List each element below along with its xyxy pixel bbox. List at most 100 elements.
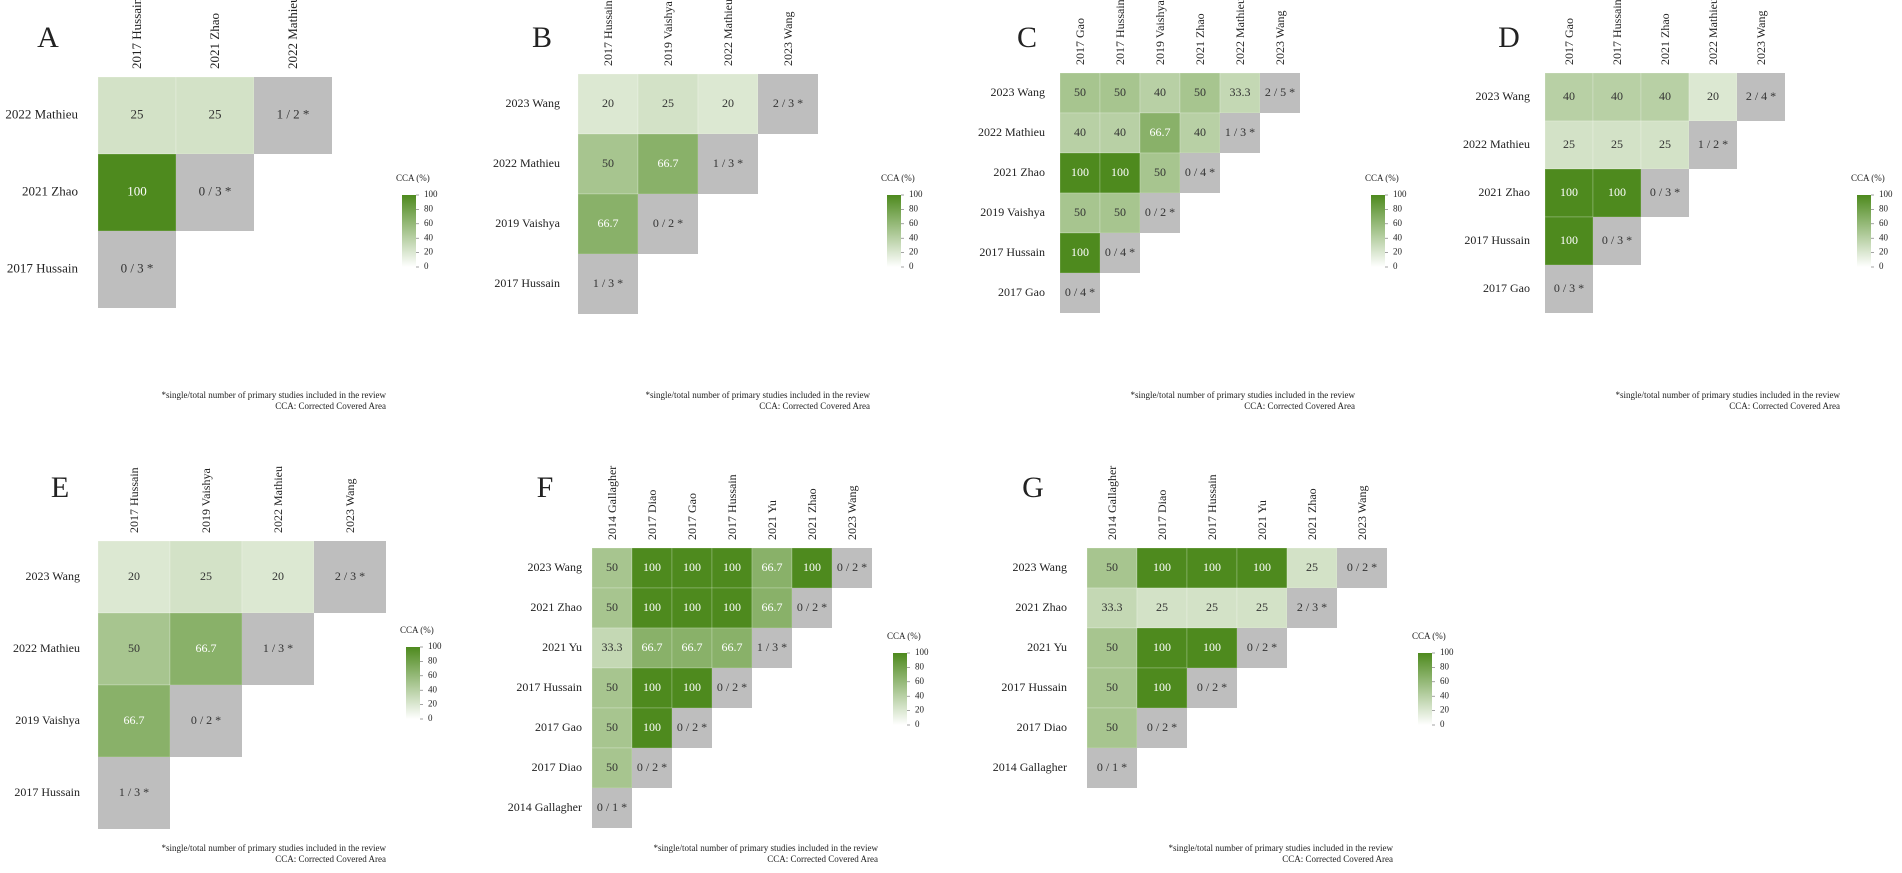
column-label: 2021 Zhao bbox=[1305, 488, 1319, 540]
heatmap-cell bbox=[711, 547, 753, 589]
panel-c: C 2017 Gao 2017 Hussain 2019 Vaishya 2021 Zh… bbox=[978, 0, 1407, 411]
diagonal-cell bbox=[792, 588, 832, 628]
diagonal-value: 0 / 2 * bbox=[637, 760, 667, 774]
diagonal-cell bbox=[1100, 233, 1140, 273]
legend-tick-label: 40 bbox=[1879, 232, 1889, 242]
column-label: 2019 Vaishya bbox=[199, 468, 213, 533]
legend-tick-label: 80 bbox=[428, 655, 438, 665]
panel-letter: D bbox=[1498, 21, 1520, 54]
diagonal-value: 0 / 2 * bbox=[1197, 680, 1227, 694]
cell-value: 66.7 bbox=[762, 560, 783, 574]
heatmap-cell bbox=[1086, 627, 1138, 669]
diagonal-cell bbox=[1545, 265, 1593, 313]
diagonal-value: 0 / 2 * bbox=[837, 560, 867, 574]
cell-value: 50 bbox=[1074, 85, 1086, 99]
cell-value: 66.7 bbox=[1150, 125, 1171, 139]
column-label: 2022 Mathieu bbox=[271, 466, 285, 533]
diagonal-value: 0 / 2 * bbox=[1347, 560, 1377, 574]
legend-colorbar bbox=[1371, 195, 1385, 267]
cell-value: 66.7 bbox=[722, 640, 743, 654]
cell-value: 100 bbox=[643, 600, 661, 614]
heatmap-cell bbox=[1059, 192, 1101, 234]
column-label: 2021 Yu bbox=[765, 500, 779, 540]
legend-tick-label: 0 bbox=[1440, 719, 1445, 729]
footnote-cca: CCA: Corrected Covered Area bbox=[1729, 401, 1840, 411]
diagonal-cell bbox=[712, 668, 752, 708]
heatmap-cell bbox=[577, 193, 639, 255]
cell-value: 100 bbox=[1071, 245, 1089, 259]
heatmap-cell bbox=[751, 587, 793, 629]
heatmap-cell bbox=[97, 684, 171, 758]
diagonal-value: 1 / 3 * bbox=[1225, 125, 1255, 139]
row-label: 2017 Diao bbox=[532, 760, 582, 774]
row-label: 2017 Hussain bbox=[494, 276, 560, 290]
diagonal-value: 0 / 1 * bbox=[597, 800, 627, 814]
legend-tick-label: 20 bbox=[915, 705, 925, 715]
heatmap-cell bbox=[1186, 627, 1238, 669]
cell-value: 100 bbox=[643, 720, 661, 734]
cell-value: 66.7 bbox=[658, 156, 679, 170]
cell-value: 100 bbox=[1153, 640, 1171, 654]
diagonal-cell bbox=[1060, 273, 1100, 313]
legend-tick-label: 60 bbox=[1393, 218, 1403, 228]
row-label: 2014 Gallagher bbox=[993, 760, 1067, 774]
row-label: 2014 Gallagher bbox=[508, 800, 582, 814]
panel-letter: C bbox=[1017, 21, 1037, 54]
cell-value: 50 bbox=[1074, 205, 1086, 219]
diagonal-value: 1 / 3 * bbox=[263, 641, 293, 655]
cell-value: 50 bbox=[1106, 680, 1118, 694]
column-label: 2017 Hussain bbox=[1113, 0, 1127, 65]
heatmap-cell bbox=[97, 540, 171, 614]
diagonal-value: 0 / 2 * bbox=[191, 713, 221, 727]
row-label: 2023 Wang bbox=[1476, 89, 1530, 103]
row-label: 2022 Mathieu bbox=[5, 106, 78, 121]
legend-tick-label: 40 bbox=[428, 684, 438, 694]
legend-tick-label: 20 bbox=[428, 699, 438, 709]
diagonal-value: 0 / 3 * bbox=[1602, 233, 1632, 247]
cell-value: 40 bbox=[1074, 125, 1086, 139]
row-label: 2017 Hussain bbox=[7, 260, 79, 275]
cell-value: 20 bbox=[272, 569, 284, 583]
heatmap-cell bbox=[1136, 667, 1188, 709]
footnote-studies: *single/total number of primary studies … bbox=[646, 390, 871, 400]
cell-value: 25 bbox=[1659, 137, 1671, 151]
cell-value: 25 bbox=[209, 106, 222, 121]
legend-colorbar bbox=[402, 195, 416, 267]
heatmap-cell bbox=[1059, 112, 1101, 154]
row-label: 2021 Zhao bbox=[1015, 600, 1067, 614]
footnote-studies: *single/total number of primary studies … bbox=[1131, 390, 1356, 400]
column-label: 2021 Zhao bbox=[805, 488, 819, 540]
footnote-studies: *single/total number of primary studies … bbox=[1616, 390, 1841, 400]
row-label: 2022 Mathieu bbox=[978, 125, 1045, 139]
diagonal-cell bbox=[254, 77, 332, 154]
row-label: 2021 Zhao bbox=[1478, 185, 1530, 199]
diagonal-cell bbox=[1087, 748, 1137, 788]
cell-value: 100 bbox=[127, 183, 147, 198]
row-label: 2017 Diao bbox=[1017, 720, 1067, 734]
legend-colorbar bbox=[893, 653, 907, 725]
diagonal-value: 1 / 3 * bbox=[593, 276, 623, 290]
heatmap-cell bbox=[1219, 72, 1261, 114]
diagonal-value: 2 / 5 * bbox=[1265, 85, 1295, 99]
legend-tick-label: 80 bbox=[909, 203, 919, 213]
cell-value: 100 bbox=[1071, 165, 1089, 179]
heatmap-cell bbox=[1136, 627, 1188, 669]
cell-value: 25 bbox=[1563, 137, 1575, 151]
diagonal-value: 0 / 3 * bbox=[199, 183, 232, 198]
legend-tick-label: 0 bbox=[909, 261, 914, 271]
heatmap-cell bbox=[1059, 72, 1101, 114]
cell-value: 100 bbox=[1203, 640, 1221, 654]
heatmap-cell bbox=[1136, 587, 1188, 629]
legend-colorbar bbox=[406, 647, 420, 719]
row-label: 2017 Gao bbox=[998, 285, 1045, 299]
legend-title: CCA (%) bbox=[1365, 173, 1399, 183]
column-label: 2017 Hussain bbox=[725, 474, 739, 540]
diagonal-value: 0 / 3 * bbox=[1650, 185, 1680, 199]
diagonal-cell bbox=[98, 757, 170, 829]
cell-value: 66.7 bbox=[642, 640, 663, 654]
diagonal-cell bbox=[1737, 73, 1785, 121]
legend-colorbar bbox=[1857, 195, 1871, 267]
diagonal-value: 0 / 1 * bbox=[1097, 760, 1127, 774]
legend-tick-label: 100 bbox=[1879, 189, 1893, 199]
